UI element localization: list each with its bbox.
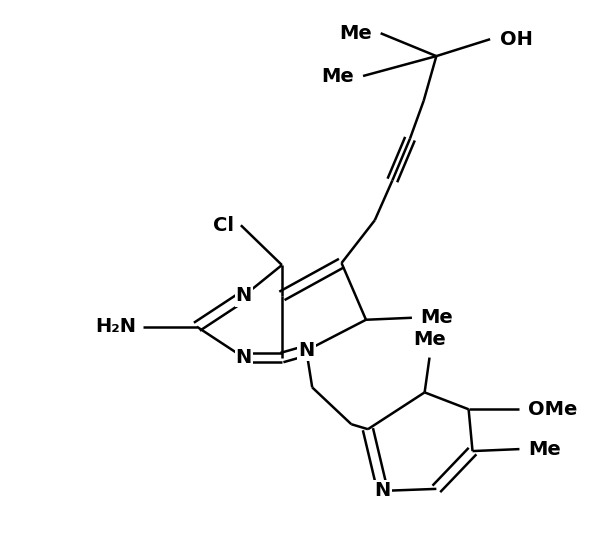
Text: N: N: [375, 481, 391, 500]
Text: N: N: [236, 286, 252, 305]
Text: N: N: [236, 348, 252, 367]
Text: Me: Me: [528, 440, 561, 459]
Text: Me: Me: [421, 308, 454, 327]
Text: Me: Me: [339, 24, 372, 43]
Text: OH: OH: [501, 30, 534, 49]
Text: Cl: Cl: [213, 216, 234, 235]
Text: Me: Me: [413, 330, 446, 349]
Text: H₂N: H₂N: [95, 317, 136, 336]
Text: OMe: OMe: [528, 400, 577, 419]
Text: N: N: [298, 341, 315, 360]
Text: Me: Me: [322, 66, 355, 85]
